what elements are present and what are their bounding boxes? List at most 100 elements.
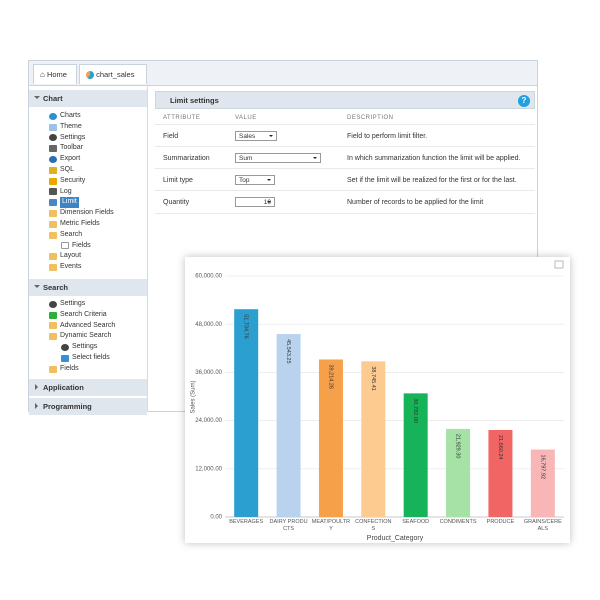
- tab-chart-sales[interactable]: chart_sales ✕: [79, 64, 147, 99]
- value-label: 39,214.26: [327, 364, 333, 388]
- tab-label: chart_sales: [96, 70, 135, 79]
- tree-item[interactable]: Dimension Fields: [29, 208, 147, 219]
- label: Settings: [72, 343, 98, 351]
- column-header: VALUE: [235, 115, 257, 121]
- description: In which summarization function the limi…: [347, 155, 521, 162]
- bar: [530, 449, 555, 517]
- help-button[interactable]: ?: [518, 95, 530, 107]
- description: Number of records to be applied for the …: [347, 199, 484, 206]
- y-axis-title: Sales (Sum): [191, 380, 197, 413]
- value-label: 51,734.76: [243, 314, 249, 338]
- tree-item[interactable]: SQL: [29, 165, 147, 176]
- input[interactable]: 10: [235, 197, 275, 207]
- x-tick-label: PRODUCE: [486, 519, 515, 525]
- y-tick-label: 12,000.00: [195, 466, 222, 472]
- tree-item[interactable]: Advanced Search: [29, 321, 147, 332]
- label: Events: [60, 263, 82, 271]
- settings-row: Quantity 10 Number of records to be appl…: [155, 190, 535, 214]
- label: Fields: [72, 241, 91, 249]
- attribute: Limit type: [163, 177, 193, 184]
- value-label: 45,543.25: [285, 339, 291, 363]
- window: ⌂ Home chart_sales ✕ Chart Charts Theme …: [28, 60, 538, 415]
- x-axis-title: Product_Category: [367, 535, 424, 542]
- label: Fields: [60, 364, 79, 372]
- tree-item[interactable]: Events: [29, 262, 147, 273]
- tree-item[interactable]: Fields: [29, 241, 147, 252]
- tree-item[interactable]: Settings: [29, 133, 147, 144]
- y-tick-label: 36,000.00: [195, 370, 222, 376]
- label: Toolbar: [60, 144, 83, 152]
- tab-home[interactable]: ⌂ Home: [33, 64, 77, 84]
- value-label: 38,745.41: [370, 366, 376, 390]
- label: Charts: [60, 112, 81, 119]
- label: Security: [60, 176, 86, 184]
- x-tick-label: BEVERAGES: [229, 519, 264, 525]
- tab-bar: ⌂ Home chart_sales ✕: [29, 61, 537, 99]
- label: Theme: [60, 122, 82, 130]
- label: Settings: [60, 300, 86, 307]
- bar: [403, 393, 428, 517]
- label: Layout: [60, 252, 82, 260]
- y-tick-label: 24,000.00: [195, 418, 222, 424]
- section-header[interactable]: Search: [29, 279, 147, 296]
- settings-row: Field Sales Field to perform limit filte…: [155, 124, 535, 147]
- settings-row: Limit type Top Set if the limit will be …: [155, 168, 535, 191]
- tree-item[interactable]: Dynamic Search: [29, 331, 147, 342]
- label: Settings: [60, 133, 86, 141]
- bar: [318, 359, 343, 517]
- x-tick-label: GRAINS/CEREALS: [523, 519, 562, 532]
- section-header[interactable]: Chart: [29, 90, 147, 107]
- x-tick-label: SEAFOOD: [402, 519, 430, 525]
- chart-window: Sales (Sum) Product_Category 0.00 12,000.…: [185, 257, 570, 543]
- select[interactable]: Top: [235, 175, 275, 185]
- bar: [234, 309, 259, 517]
- tree-item[interactable]: Layout: [29, 251, 147, 262]
- tree-item[interactable]: Theme: [29, 122, 147, 133]
- tree-item[interactable]: Export: [29, 154, 147, 165]
- description: Set if the limit will be realized for th…: [347, 177, 517, 184]
- section-header[interactable]: Programming: [29, 398, 147, 415]
- tree-item[interactable]: Search Criteria: [29, 310, 147, 321]
- tree-item[interactable]: Settings: [29, 299, 147, 310]
- section-header[interactable]: Application: [29, 379, 147, 396]
- select[interactable]: Sum: [235, 153, 321, 163]
- search-tree: Settings Search Criteria Advanced Search…: [29, 299, 147, 375]
- tree-item[interactable]: Search: [29, 230, 147, 241]
- description: Field to perform limit filter.: [347, 133, 428, 140]
- select[interactable]: Sales: [235, 131, 277, 141]
- bar: [361, 361, 386, 517]
- attribute: Field: [163, 133, 179, 140]
- label: SQL: [60, 165, 75, 173]
- bar: [276, 334, 301, 517]
- tree-item[interactable]: Metric Fields: [29, 219, 147, 230]
- tree-item[interactable]: Log: [29, 187, 147, 198]
- sidebar: Chart Charts Theme Settings Toolbar Expo…: [29, 86, 148, 415]
- limit-panel: Limit settings ? ATTRIBUTE VALUE DESCRIP…: [155, 91, 535, 241]
- label: Select fields: [72, 353, 110, 361]
- label: Limit: [60, 197, 79, 209]
- column-header: DESCRIPTION: [347, 115, 394, 121]
- label: Log: [60, 187, 72, 195]
- tree-item[interactable]: Settings: [29, 342, 147, 353]
- x-tick-label: CONDIMENTS: [439, 519, 477, 525]
- x-tick-label: DAIRY PRODUCTS: [269, 519, 308, 532]
- tree-item-selected[interactable]: Limit: [29, 197, 147, 209]
- value-label: 21,660.24: [497, 435, 503, 459]
- tree-item[interactable]: Toolbar: [29, 143, 147, 154]
- bar: [488, 429, 513, 517]
- value-label: 16,797.92: [539, 455, 545, 479]
- tab-label: Home: [46, 70, 67, 79]
- label: Search Criteria: [60, 310, 107, 318]
- tree-item[interactable]: Charts: [29, 111, 147, 122]
- label: Advanced Search: [60, 321, 116, 329]
- value-label: 21,929.30: [455, 434, 461, 458]
- window-icon[interactable]: [554, 260, 564, 269]
- tree-item[interactable]: Security: [29, 176, 147, 187]
- attribute: Summarization: [163, 155, 210, 162]
- y-tick-label: 48,000.00: [195, 322, 222, 328]
- column-header: ATTRIBUTE: [163, 115, 201, 121]
- tree-item[interactable]: Select fields: [29, 353, 147, 364]
- input-value: 10: [263, 199, 271, 206]
- tree-item[interactable]: Fields: [29, 364, 147, 375]
- label: Metric Fields: [60, 219, 100, 227]
